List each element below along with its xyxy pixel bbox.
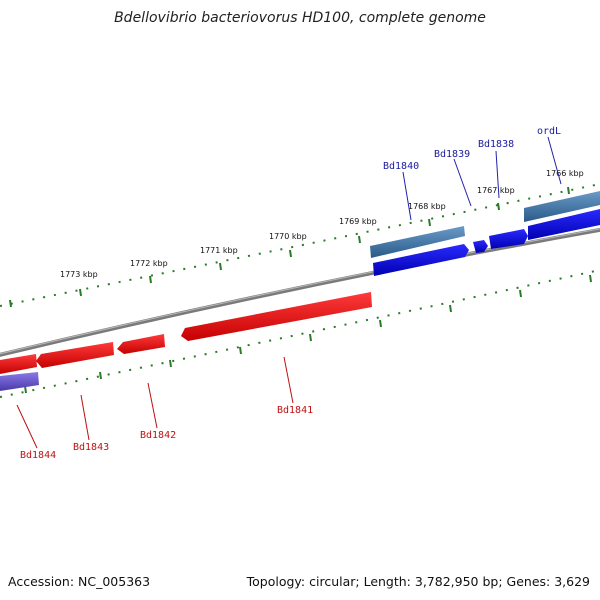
accession-label: Accession: NC_005363: [8, 574, 151, 589]
gene-bd1844-feature[interactable]: [0, 354, 37, 374]
gene-bd1838-feature[interactable]: [528, 209, 600, 240]
scale-label-1770: 1770 kbp: [269, 232, 307, 241]
scale-tick-marks: [9, 186, 592, 394]
callout-line-bd1844: [16, 404, 38, 449]
gene-label-bd1841[interactable]: Bd1841: [277, 405, 313, 416]
scale-label-1769: 1769 kbp: [339, 217, 377, 226]
callout-line-bd1843: [80, 394, 90, 441]
tick-mark: [358, 235, 361, 244]
tick-mark: [449, 304, 452, 313]
callout-line-bd1839: [453, 158, 472, 207]
gene-bd1843-feature[interactable]: [36, 342, 114, 368]
rna-feature[interactable]: [370, 226, 465, 258]
callout-line-bd1842: [147, 382, 158, 429]
callout-line-bd1838: [495, 150, 500, 199]
tick-mark: [149, 275, 152, 284]
tick-mark: [379, 319, 382, 328]
gene-label-ordl[interactable]: ordL: [537, 126, 561, 137]
tick-mark: [99, 371, 102, 380]
gene-label-bd1844[interactable]: Bd1844: [20, 450, 56, 461]
callout-line-bd1841: [283, 356, 294, 404]
scale-label-1772: 1772 kbp: [130, 259, 168, 268]
gene-label-bd1842[interactable]: Bd1842: [140, 430, 176, 441]
genome-summary-label: Topology: circular; Length: 3,782,950 bp…: [246, 574, 590, 589]
scale-label-1771: 1771 kbp: [200, 246, 238, 255]
tick-mark: [24, 385, 27, 394]
tick-mark: [309, 333, 312, 342]
scale-label-1767: 1767 kbp: [477, 186, 515, 195]
genome-title: Bdellovibrio bacteriovorus HD100, comple…: [114, 10, 486, 26]
tick-mark: [169, 359, 172, 368]
tick-mark: [219, 262, 222, 271]
tick-mark: [519, 289, 522, 298]
gene-bd1841-feature[interactable]: [181, 292, 372, 341]
reverse-strand-features: [0, 292, 372, 391]
gene-bd1842-feature[interactable]: [117, 334, 165, 354]
gene-bd1840-feature[interactable]: [473, 240, 488, 253]
gene-ordL-feature[interactable]: [524, 191, 600, 222]
callout-line-bd1840: [402, 171, 412, 221]
tick-mark: [79, 288, 82, 297]
gene-label-bd1840[interactable]: Bd1840: [383, 161, 419, 172]
gene-bd1839-feature[interactable]: [489, 229, 528, 249]
tick-mark: [9, 299, 12, 308]
callout-line-ordl: [547, 136, 562, 185]
scale-label-1773: 1773 kbp: [60, 270, 98, 279]
tick-mark: [497, 202, 500, 211]
tick-mark: [239, 346, 242, 355]
scale-label-1766: 1766 kbp: [546, 169, 584, 178]
other-feature[interactable]: [0, 372, 39, 391]
gene-label-bd1843[interactable]: Bd1843: [73, 442, 109, 453]
cds-feature[interactable]: [373, 244, 469, 276]
gene-label-bd1838[interactable]: Bd1838: [478, 139, 514, 150]
tick-mark: [589, 274, 592, 283]
tick-mark: [428, 218, 431, 227]
tick-mark: [289, 249, 292, 258]
forward-strand-features: [370, 191, 600, 276]
scale-label-1768: 1768 kbp: [408, 202, 446, 211]
genome-backbone: [0, 227, 600, 357]
tick-mark: [567, 186, 570, 195]
gene-label-bd1839[interactable]: Bd1839: [434, 149, 470, 160]
